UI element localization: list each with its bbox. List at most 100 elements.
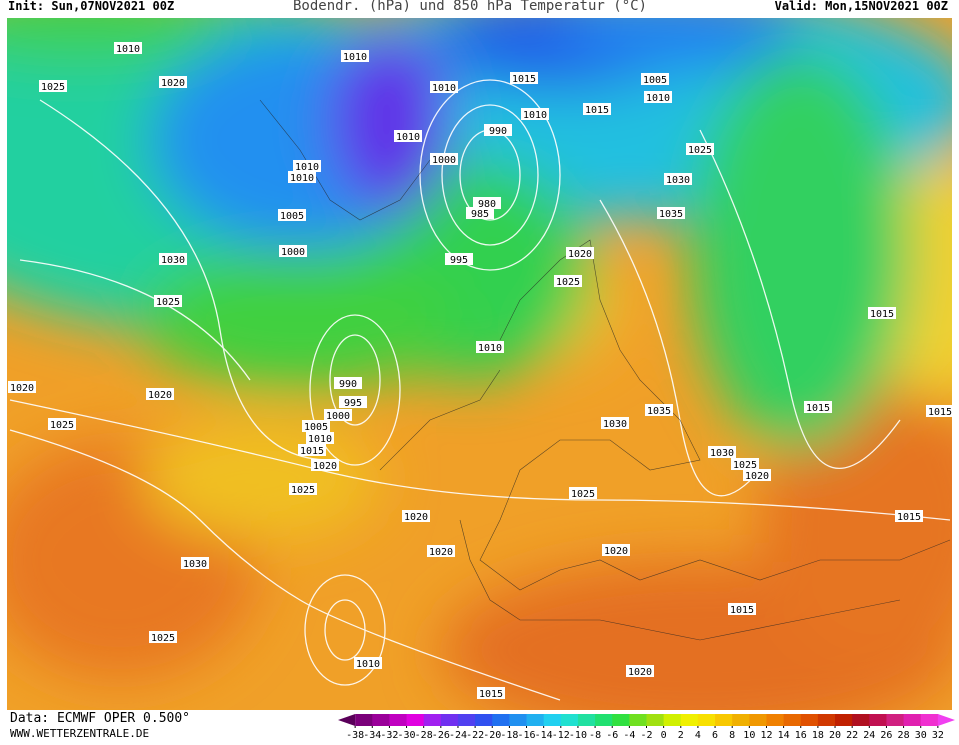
colorbar-tick-label: -10: [569, 730, 587, 741]
colorbar-segment: [629, 714, 647, 726]
colorbar-segment: [457, 714, 476, 726]
isobar-label-bg: [430, 153, 458, 165]
colorbar-tick-label: -16: [517, 730, 535, 741]
isobar-label-bg: [657, 207, 685, 219]
isobar-label: 1015: [585, 105, 609, 116]
isobar-label: 1010: [396, 132, 420, 143]
isobar-label-bg: [641, 73, 669, 85]
colorbar-segment: [732, 714, 750, 726]
isobar-label: 995: [450, 255, 468, 266]
isobar-label-bg: [334, 377, 362, 389]
isobar-label: 1005: [280, 211, 304, 222]
isobar-label-bg: [569, 487, 597, 499]
isobar-label-bg: [686, 143, 714, 155]
isobar-label-bg: [306, 432, 334, 444]
isobar-label-bg: [341, 50, 369, 62]
colorbar-tick-label: 18: [812, 730, 824, 741]
isobar-label-bg: [566, 247, 594, 259]
isobar-label-bg: [430, 81, 458, 93]
isobar-label-bg: [289, 483, 317, 495]
isobar-label-bg: [510, 72, 538, 84]
colorbar-segment: [715, 714, 733, 726]
isobar-label-bg: [302, 420, 330, 432]
isobar-label: 1020: [404, 512, 428, 523]
isobar-label: 1025: [50, 420, 74, 431]
colorbar-tick-label: 12: [760, 730, 772, 741]
colorbar-tick-label: -26: [432, 730, 450, 741]
isobar-label: 1015: [479, 689, 503, 700]
isobar-label-bg: [664, 173, 692, 185]
colorbar-tick-label: -20: [483, 730, 501, 741]
isobar-label-bg: [484, 124, 512, 136]
colorbar-tick-label: 0: [661, 730, 667, 741]
colorbar-tick-label: -4: [623, 730, 635, 741]
isobar-label-bg: [324, 409, 352, 421]
isobar-label-bg: [728, 603, 756, 615]
isobar-label-bg: [339, 396, 367, 408]
isobar-label-bg: [298, 444, 326, 456]
colorbar-segment: [577, 714, 596, 726]
isobar-label: 1000: [281, 247, 305, 258]
isobar-label-bg: [645, 404, 673, 416]
isobar-label: 1020: [604, 546, 628, 557]
colorbar-tick-label: -2: [640, 730, 652, 741]
isobar-label: 1010: [523, 110, 547, 121]
isobar-label: 1015: [512, 74, 536, 85]
isobar-label-bg: [477, 687, 505, 699]
colorbar-tick-label: -38: [346, 730, 364, 741]
isobar-label: 1010: [432, 83, 456, 94]
data-source: Data: ECMWF OPER 0.500°: [10, 711, 190, 726]
isobar-label-bg: [476, 341, 504, 353]
isobar-label: 1030: [161, 255, 185, 266]
isobar-label: 1025: [571, 489, 595, 500]
colorbar-segment: [903, 714, 922, 726]
isobar-label: 1015: [806, 403, 830, 414]
isobar-label: 1010: [295, 162, 319, 173]
isobar-label: 1025: [556, 277, 580, 288]
isobar-label-bg: [644, 91, 672, 103]
colorbar-tick-label: 28: [898, 730, 910, 741]
isobar-label: 1015: [730, 605, 754, 616]
colorbar-arrow: [338, 714, 356, 726]
colorbar-segment: [475, 714, 493, 726]
isobar-label-bg: [926, 405, 954, 417]
isobar-label-bg: [394, 130, 422, 142]
colorbar-segment: [766, 714, 785, 726]
colorbar-segment: [783, 714, 802, 726]
colorbar-segment: [423, 714, 442, 726]
colorbar-tick-label: 20: [829, 730, 841, 741]
map-title: Bodendr. (hPa) und 850 hPa Temperatur (°…: [293, 0, 647, 14]
colorbar-segment: [355, 714, 373, 726]
colorbar-tick-label: 10: [743, 730, 755, 741]
isobar-label-bg: [731, 458, 759, 470]
isobar-label-bg: [602, 544, 630, 556]
isobar-label: 1010: [343, 52, 367, 63]
colorbar-segment: [560, 714, 579, 726]
isobar-label: 1025: [291, 485, 315, 496]
isobar-label-bg: [181, 557, 209, 569]
colorbar-segment: [372, 714, 390, 726]
colorbar-tick-label: -22: [466, 730, 484, 741]
isobar-label-bg: [554, 275, 582, 287]
isobar-label: 995: [344, 398, 362, 409]
colorbar-segment: [835, 714, 853, 726]
isobar-label-bg: [521, 108, 549, 120]
isobar-label: 980: [478, 199, 496, 210]
colorbar-tick-label: 32: [932, 730, 944, 741]
isobar-label-bg: [895, 510, 923, 522]
isobar-label: 1020: [10, 383, 34, 394]
isobar-label-bg: [626, 665, 654, 677]
colorbar-segment: [749, 714, 767, 726]
isobar-label-bg: [48, 418, 76, 430]
colorbar-tick-label: 4: [695, 730, 701, 741]
colorbar-segment: [697, 714, 716, 726]
isobar-label-bg: [288, 171, 316, 183]
colorbar-tick-label: 2: [678, 730, 684, 741]
isobar-label: 1020: [628, 667, 652, 678]
isobar-label: 1030: [603, 419, 627, 430]
colorbar-segment: [543, 714, 562, 726]
isobar-label-bg: [114, 42, 142, 54]
isobar-label: 1015: [870, 309, 894, 320]
